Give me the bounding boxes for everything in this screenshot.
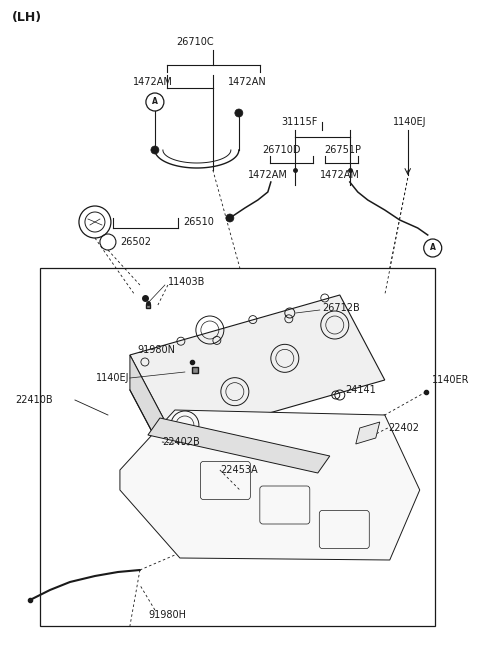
Text: 91980H: 91980H bbox=[148, 610, 186, 620]
Text: 26751P: 26751P bbox=[324, 145, 361, 155]
Circle shape bbox=[424, 239, 442, 257]
Circle shape bbox=[226, 214, 234, 222]
Text: 1472AM: 1472AM bbox=[133, 77, 173, 87]
Text: 22410B: 22410B bbox=[15, 395, 53, 405]
Circle shape bbox=[151, 146, 159, 154]
Text: 1140ER: 1140ER bbox=[432, 375, 469, 385]
Text: (LH): (LH) bbox=[12, 11, 42, 24]
Circle shape bbox=[146, 93, 164, 111]
Polygon shape bbox=[120, 410, 420, 560]
Text: 26510: 26510 bbox=[183, 217, 214, 227]
Text: 26710C: 26710C bbox=[176, 37, 214, 47]
Text: 22402: 22402 bbox=[388, 423, 419, 433]
Text: 91980N: 91980N bbox=[137, 345, 175, 355]
Text: 31115F: 31115F bbox=[282, 117, 318, 127]
Polygon shape bbox=[130, 355, 175, 475]
Text: A: A bbox=[152, 98, 158, 106]
Polygon shape bbox=[130, 295, 385, 440]
Text: 26710D: 26710D bbox=[262, 145, 300, 155]
Text: 1140EJ: 1140EJ bbox=[393, 117, 426, 127]
Polygon shape bbox=[148, 418, 330, 473]
Text: 24141: 24141 bbox=[345, 385, 375, 395]
Polygon shape bbox=[356, 422, 380, 444]
Text: 1472AM: 1472AM bbox=[248, 170, 288, 180]
Text: 26712B: 26712B bbox=[322, 303, 360, 313]
Text: 1472AM: 1472AM bbox=[320, 170, 360, 180]
Text: 26502: 26502 bbox=[120, 237, 151, 247]
Text: 1472AN: 1472AN bbox=[228, 77, 266, 87]
Text: 22453A: 22453A bbox=[220, 465, 257, 475]
Circle shape bbox=[235, 109, 243, 117]
Text: 1140EJ: 1140EJ bbox=[96, 373, 130, 383]
Text: A: A bbox=[430, 244, 436, 253]
Text: 11403B: 11403B bbox=[168, 277, 205, 287]
Bar bbox=[40, 268, 435, 626]
Text: 22402B: 22402B bbox=[162, 437, 200, 447]
